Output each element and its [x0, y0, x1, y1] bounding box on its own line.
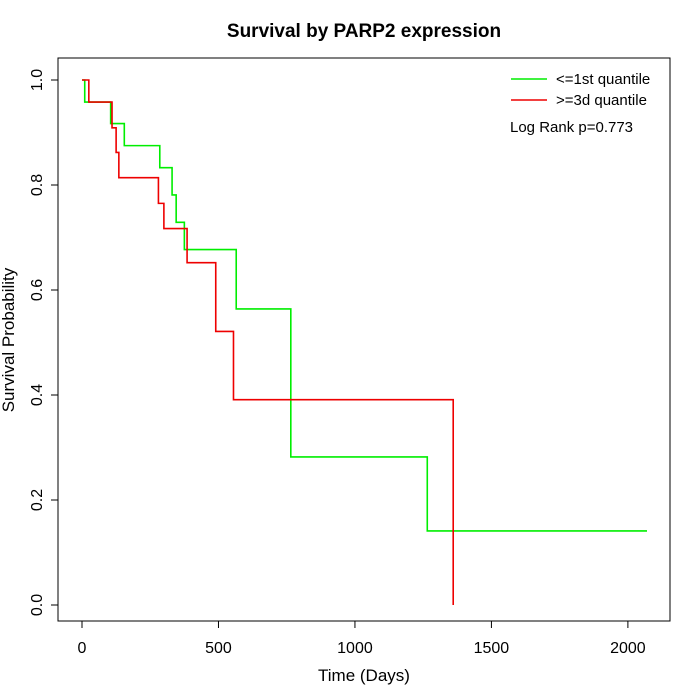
series-layer — [82, 79, 647, 605]
legend-label: <=1st quantile — [556, 71, 650, 88]
y-tick-label: 0.6 — [29, 279, 46, 301]
legend: <=1st quantile >=3d quantile — [511, 71, 650, 109]
y-axis: 0.0 0.2 0.4 0.6 0.8 1.0 — [29, 69, 59, 616]
y-tick-label: 0.4 — [29, 384, 46, 406]
series-line-high-quantile — [82, 79, 455, 605]
legend-label: >=3d quantile — [556, 92, 647, 109]
y-tick-label: 0.8 — [29, 174, 46, 196]
x-tick-label: 0 — [78, 640, 87, 657]
x-tick-label: 2000 — [610, 640, 646, 657]
chart-title: Survival by PARP2 expression — [227, 21, 501, 42]
y-tick-label: 1.0 — [29, 69, 46, 91]
x-tick-label: 500 — [205, 640, 232, 657]
x-tick-label: 1000 — [337, 640, 373, 657]
y-axis-label: Survival Probability — [0, 267, 18, 412]
log-rank-annotation: Log Rank p=0.773 — [510, 119, 633, 136]
y-tick-label: 0.2 — [29, 489, 46, 511]
series-line-low-quantile — [82, 79, 647, 532]
x-axis: 0 500 1000 1500 2000 — [78, 620, 646, 657]
y-tick-label: 0.0 — [29, 594, 46, 616]
x-tick-label: 1500 — [474, 640, 510, 657]
x-axis-label: Time (Days) — [318, 666, 410, 685]
